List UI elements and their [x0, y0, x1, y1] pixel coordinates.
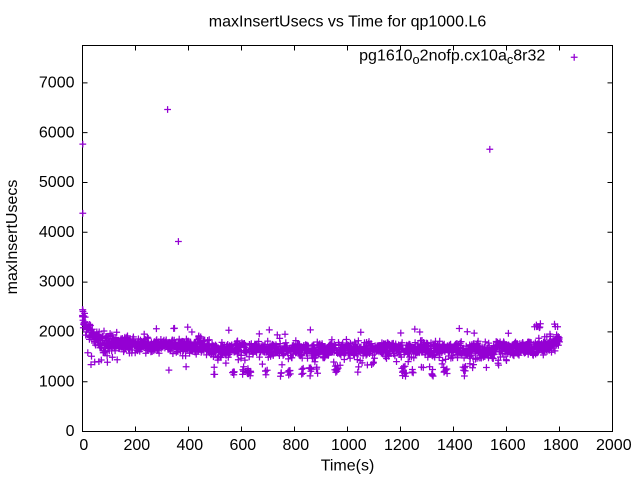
data-points-series	[79, 106, 563, 380]
x-tick-label: 200	[123, 437, 150, 454]
y-tick-label: 7000	[39, 75, 75, 92]
scatter-points-path	[79, 106, 563, 380]
chart-title: maxInsertUsecs vs Time for qp1000.L6	[209, 13, 487, 30]
x-tick-label: 400	[176, 437, 203, 454]
y-tick-label: 4000	[39, 224, 75, 241]
y-tick-label: 2000	[39, 324, 75, 341]
legend: pg1610o2nofp.cx10ac8r32	[359, 48, 578, 67]
legend-series-label: pg1610o2nofp.cx10ac8r32	[359, 48, 545, 67]
x-tick-label: 1000	[331, 437, 367, 454]
x-tick-label: 1600	[490, 437, 526, 454]
x-tick-label: 1200	[384, 437, 420, 454]
x-tick-label: 0	[79, 437, 88, 454]
y-tick-label: 1000	[39, 373, 75, 390]
x-axis-label: Time(s)	[321, 457, 375, 474]
plot-border	[82, 45, 613, 432]
x-tick-label: 2000	[596, 437, 632, 454]
x-tick-label: 1800	[543, 437, 579, 454]
y-tick-label: 6000	[39, 124, 75, 141]
legend-series-marker-icon	[570, 53, 578, 61]
axis-tick-labels: 0 200 400 600 800 1000 1200 1400 1600 1800 2000 0 10…	[39, 75, 632, 455]
y-axis-label: maxInsertUsecs	[4, 180, 21, 295]
y-tick-label: 0	[66, 423, 75, 440]
x-tick-label: 600	[229, 437, 256, 454]
y-tick-label: 3000	[39, 274, 75, 291]
x-tick-label: 800	[282, 437, 309, 454]
y-tick-label: 5000	[39, 174, 75, 191]
x-tick-label: 1400	[437, 437, 473, 454]
